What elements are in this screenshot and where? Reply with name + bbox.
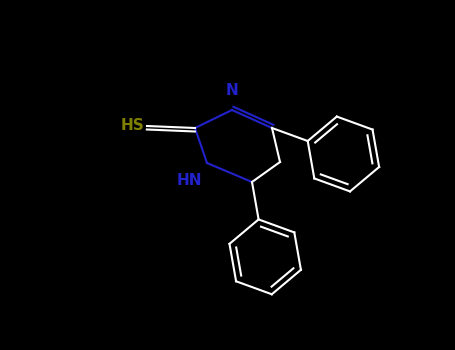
Text: HN: HN — [177, 173, 202, 188]
Text: N: N — [226, 83, 238, 98]
Text: HS: HS — [120, 118, 144, 133]
